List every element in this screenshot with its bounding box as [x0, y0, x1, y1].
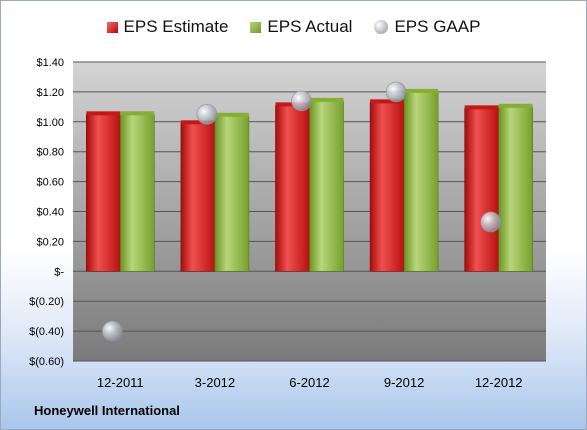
bar-eps-estimate — [369, 102, 405, 272]
x-category-label: 9-2012 — [384, 375, 424, 390]
y-tick-label: $0.40 — [36, 207, 64, 219]
bar-eps-estimate-top — [464, 105, 499, 110]
gaap-markers — [102, 81, 502, 342]
y-tick-label: $(0.60) — [29, 356, 64, 368]
y-tick-label: $1.40 — [36, 57, 64, 69]
bar-eps-actual-top — [214, 112, 249, 117]
legend-swatch-actual — [250, 21, 262, 33]
bar-eps-actual — [498, 106, 534, 272]
bar-eps-actual — [120, 114, 155, 272]
legend-swatch-estimate — [106, 21, 118, 33]
y-tick-label: $1.20 — [36, 87, 64, 99]
bar-eps-estimate-top — [370, 99, 405, 104]
gaap-marker — [291, 90, 312, 112]
x-category-label: 12-2012 — [475, 375, 523, 390]
y-axis-ticks: $1.40 $1.20 $1.00 $0.80 $0.60 $0.40 $0.20 $- $(0… — [29, 57, 64, 368]
x-category-label: 3-2012 — [195, 375, 235, 390]
bar-eps-estimate — [180, 122, 216, 272]
legend-item-actual: EPS Actual — [250, 17, 352, 37]
bar-eps-actual-top — [498, 103, 533, 108]
bar-eps-estimate — [464, 108, 500, 272]
legend-label-gaap: EPS GAAP — [394, 17, 481, 36]
legend-swatch-gaap — [374, 20, 389, 34]
x-category-label: 6-2012 — [289, 375, 329, 390]
bars — [86, 88, 534, 272]
y-tick-label: $0.80 — [36, 147, 64, 159]
y-tick-label: $(0.40) — [29, 326, 64, 338]
y-tick-label: $0.60 — [36, 177, 64, 189]
y-tick-label: $(0.20) — [29, 296, 64, 308]
legend-item-gaap: EPS GAAP — [374, 17, 480, 37]
gaap-marker — [102, 320, 123, 342]
bar-eps-estimate-top — [180, 120, 215, 125]
y-tick-label: $0.20 — [36, 236, 64, 248]
x-category-label: 12-2011 — [97, 375, 144, 390]
bar-eps-actual — [403, 91, 439, 272]
y-tick-label: $- — [54, 266, 64, 278]
legend-item-estimate: EPS Estimate — [106, 17, 229, 37]
bar-eps-estimate-top — [86, 111, 121, 116]
company-name: Honeywell International — [34, 403, 180, 418]
bar-eps-actual — [309, 100, 344, 272]
bar-eps-estimate — [275, 105, 310, 272]
legend-label-estimate: EPS Estimate — [123, 17, 229, 36]
gaap-marker — [385, 81, 407, 103]
gaap-marker — [480, 211, 502, 233]
x-axis-labels: 12-2011 3-2012 6-2012 9-2012 12-2012 — [97, 375, 523, 390]
bar-eps-actual-top — [309, 97, 344, 102]
bar-eps-estimate — [86, 114, 121, 272]
legend: EPS Estimate EPS Actual EPS GAAP — [1, 15, 586, 39]
bar-eps-actual-top — [120, 111, 155, 116]
legend-label-actual: EPS Actual — [267, 17, 353, 36]
bar-eps-actual — [214, 115, 250, 272]
y-tick-label: $1.00 — [36, 117, 64, 129]
gaap-marker — [196, 104, 218, 125]
bar-eps-actual-top — [404, 88, 439, 93]
